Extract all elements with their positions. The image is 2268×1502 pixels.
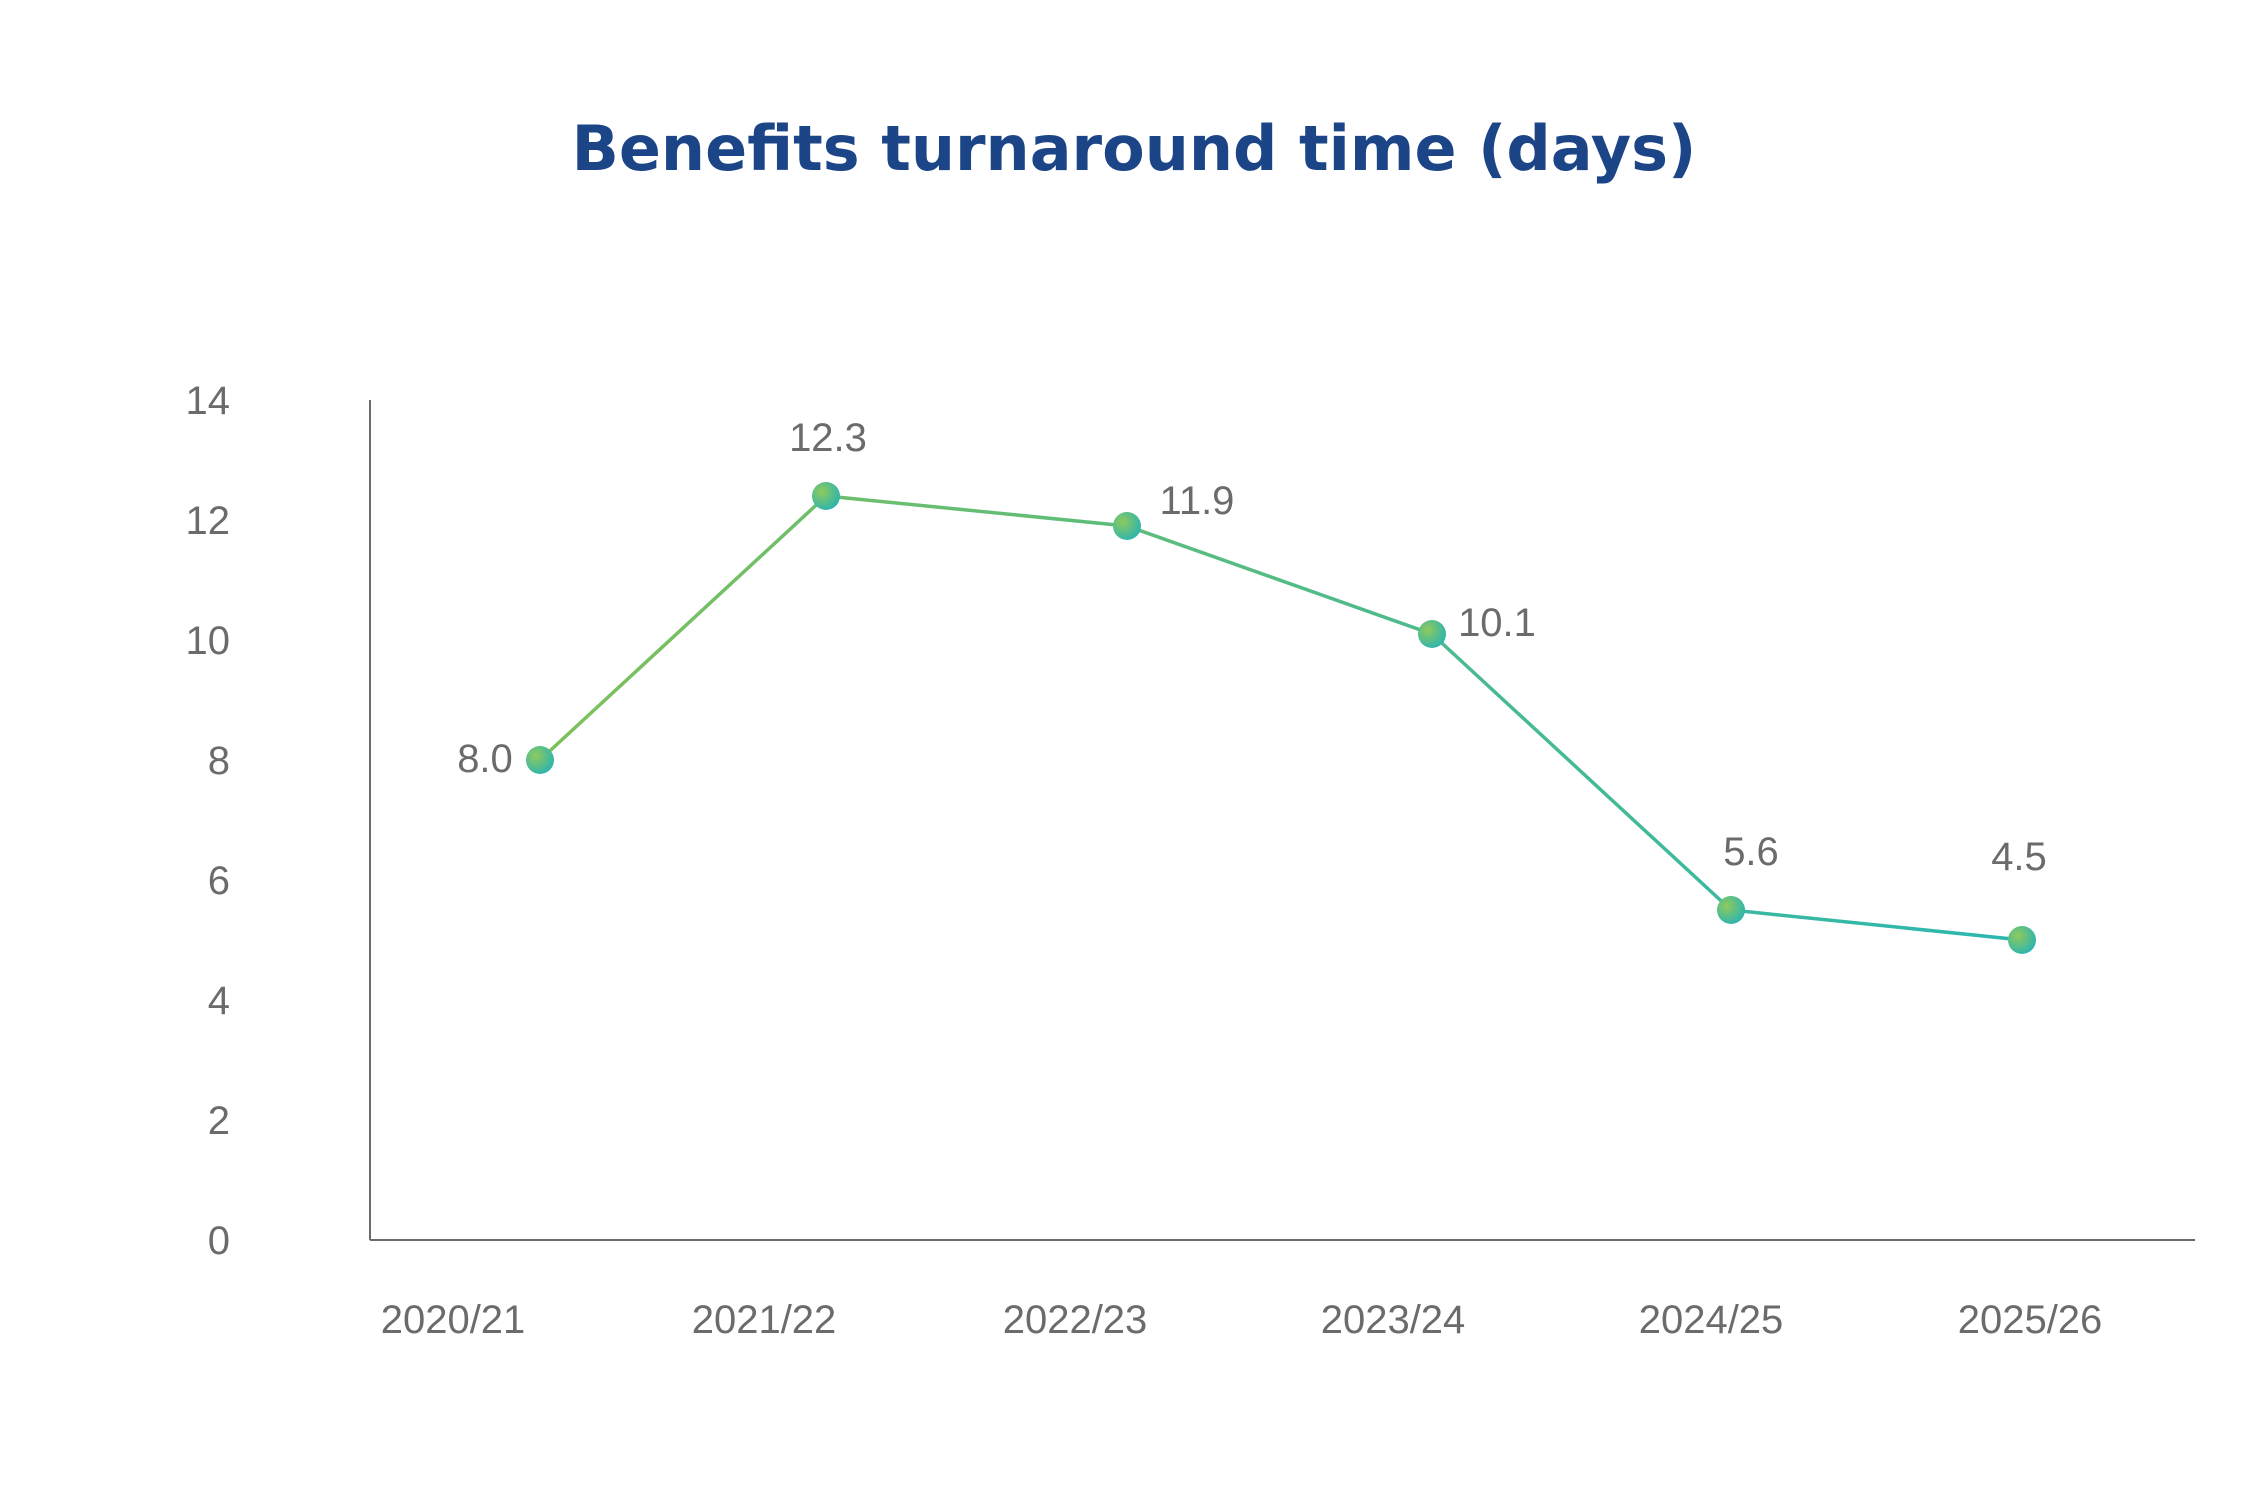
y-tick-label: 14 bbox=[186, 379, 231, 423]
data-point-marker bbox=[1717, 896, 1745, 924]
data-point-marker bbox=[2008, 926, 2036, 954]
data-label: 12.3 bbox=[789, 416, 867, 460]
data-point-marker bbox=[812, 482, 840, 510]
data-labels: 8.0 12.3 11.9 10.1 5.6 4.5 bbox=[457, 416, 2047, 879]
data-point-marker bbox=[1113, 512, 1141, 540]
x-tick-label: 2025/26 bbox=[1958, 1298, 2103, 1342]
y-tick-label: 8 bbox=[208, 739, 230, 783]
x-tick-label: 2024/25 bbox=[1639, 1298, 1784, 1342]
data-label: 10.1 bbox=[1458, 601, 1536, 645]
y-tick-label: 12 bbox=[186, 499, 231, 543]
chart-title: Benefits turnaround time (days) bbox=[572, 112, 1697, 185]
y-tick-label: 0 bbox=[208, 1219, 230, 1263]
x-tick-label: 2023/24 bbox=[1321, 1298, 1466, 1342]
x-tick-labels: 2020/21 2021/22 2022/23 2023/24 2024/25 2025/… bbox=[381, 1298, 2103, 1342]
series-line bbox=[538, 494, 2023, 942]
data-label: 11.9 bbox=[1160, 479, 1235, 523]
data-label: 8.0 bbox=[457, 737, 513, 781]
y-tick-label: 4 bbox=[208, 979, 230, 1023]
data-point-marker bbox=[526, 746, 554, 774]
x-tick-label: 2021/22 bbox=[692, 1298, 837, 1342]
x-tick-label: 2020/21 bbox=[381, 1298, 526, 1342]
series-markers bbox=[526, 482, 2036, 954]
y-tick-label: 6 bbox=[208, 859, 230, 903]
y-tick-labels: 0 2 4 6 8 10 12 14 bbox=[186, 379, 231, 1263]
data-label: 5.6 bbox=[1723, 830, 1779, 874]
data-label: 4.5 bbox=[1991, 835, 2047, 879]
data-point-marker bbox=[1418, 620, 1446, 648]
y-tick-label: 2 bbox=[208, 1099, 230, 1143]
y-tick-label: 10 bbox=[186, 619, 231, 663]
x-tick-label: 2022/23 bbox=[1003, 1298, 1148, 1342]
